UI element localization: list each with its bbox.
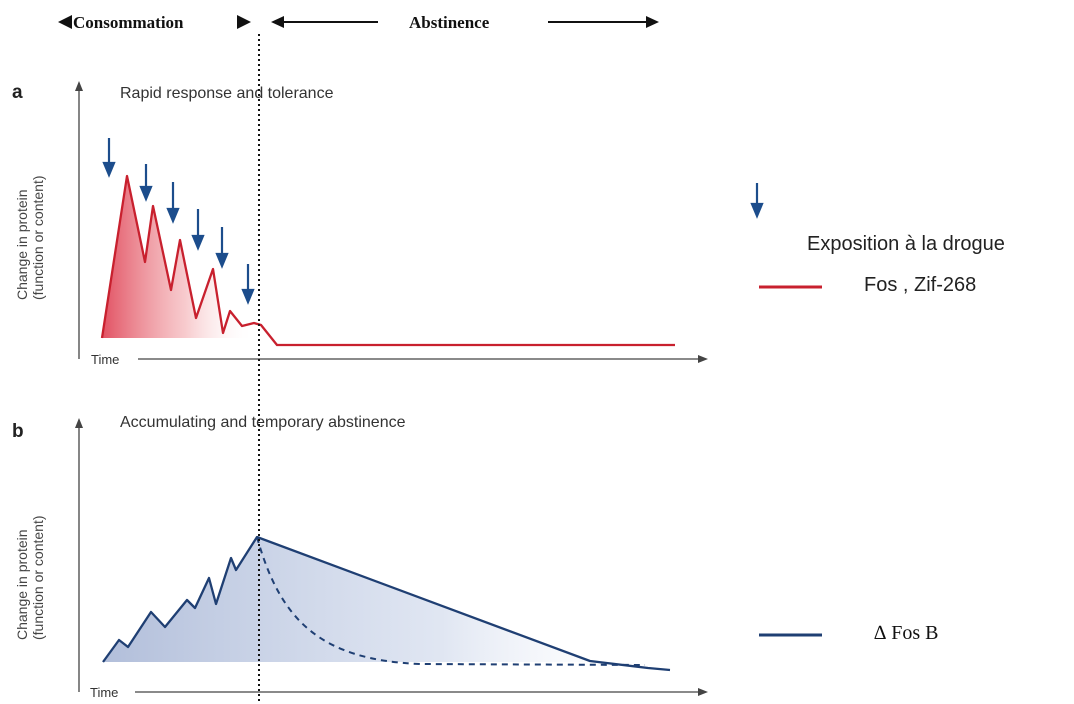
panel-b-title: Accumulating and temporary abstinence (120, 414, 406, 431)
panel-b-letter: b (12, 421, 24, 442)
panel-a-title: Rapid response and tolerance (120, 85, 334, 102)
panel-a-x-axis (138, 355, 708, 363)
drug-arrow-icon (166, 182, 180, 224)
legend-delta-fosb: ∆ Fos B (759, 622, 938, 644)
panel-b-y-axis (75, 418, 83, 692)
header-timeline: Consommation Abstinence (58, 13, 659, 32)
drug-arrow-icon (191, 209, 205, 251)
panel-b-time-label: Time (90, 685, 118, 700)
drug-arrow-icon (215, 227, 229, 269)
panel-a-time-label: Time (91, 352, 119, 367)
panel-b: b Accumulating and temporary abstinence … (12, 414, 708, 700)
drug-arrow-icon (139, 164, 153, 202)
panel-a: a Rapid response and tolerance Change in… (12, 81, 708, 367)
drug-exposure-arrows (102, 138, 255, 305)
panel-b-x-axis (135, 688, 708, 696)
delta-fosb-area (103, 537, 670, 670)
svg-text:∆ Fos B: ∆ Fos B (874, 622, 938, 644)
svg-text:Change in protein: Change in protein (14, 189, 30, 300)
abstinence-right-arrow (548, 16, 659, 28)
drug-arrow-icon (102, 138, 116, 178)
delta-fosb-curve (102, 535, 671, 672)
consommation-label: Consommation (73, 13, 184, 32)
legend-fos-zif268: Fos , Zif-268 (759, 274, 976, 296)
svg-text:Fos , Zif-268: Fos , Zif-268 (864, 274, 976, 296)
legend-drug-exposure: Exposition à la drogue (750, 183, 1005, 255)
legend: Exposition à la drogue Fos , Zif-268 ∆ F… (750, 183, 1005, 644)
drug-arrow-icon (241, 264, 255, 305)
svg-text:(function or content): (function or content) (30, 515, 46, 640)
panel-a-y-axis (75, 81, 83, 359)
svg-text:Exposition à la drogue: Exposition à la drogue (807, 233, 1005, 255)
panel-b-ylabel: Change in protein (function or content) (14, 515, 46, 640)
consommation-right-arrowhead (237, 15, 251, 29)
panel-a-letter: a (12, 82, 23, 103)
delta-fosb-dashed-decay (256, 536, 646, 666)
svg-text:(function or content): (function or content) (30, 175, 46, 300)
abstinence-label: Abstinence (409, 13, 490, 32)
abstinence-left-arrow (271, 16, 378, 28)
svg-text:Change in protein: Change in protein (14, 529, 30, 640)
panel-a-ylabel: Change in protein (function or content) (14, 175, 46, 300)
consommation-left-arrowhead (58, 15, 72, 29)
drug-arrow-icon (750, 183, 764, 219)
